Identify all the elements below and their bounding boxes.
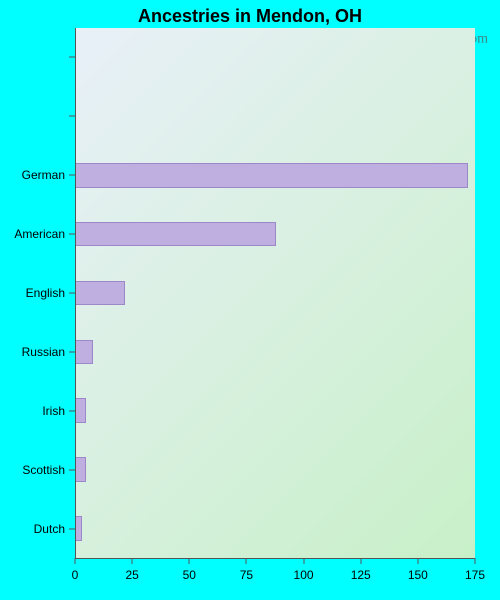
x-tick-mark [132,558,133,564]
x-tick-label: 50 [183,568,196,582]
y-tick-mark [69,293,75,294]
y-tick-label: English [26,286,65,300]
chart-frame: Ancestries in Mendon, OH City-Data.com G… [0,0,500,600]
y-tick-label: German [22,168,65,182]
y-tick-mark [69,234,75,235]
y-axis-line [75,28,76,558]
y-tick-mark [69,528,75,529]
bar [75,516,82,541]
y-tick-label: Scottish [22,463,65,477]
x-tick-mark [417,558,418,564]
bar [75,222,276,247]
x-tick-mark [75,558,76,564]
y-tick-mark [69,469,75,470]
bar [75,281,125,306]
y-tick-mark [69,57,75,58]
plot-area [75,28,475,558]
y-tick-mark [69,116,75,117]
x-tick-mark [360,558,361,564]
y-tick-label: Russian [22,345,65,359]
x-tick-mark [246,558,247,564]
x-tick-label: 25 [125,568,138,582]
x-axis-line [75,558,475,559]
bar [75,340,93,365]
chart-title: Ancestries in Mendon, OH [0,6,500,27]
y-tick-mark [69,351,75,352]
y-tick-mark [69,175,75,176]
y-tick-label: American [14,227,65,241]
x-tick-label: 0 [72,568,79,582]
y-tick-label: Irish [42,404,65,418]
x-tick-mark [189,558,190,564]
x-tick-label: 175 [465,568,485,582]
x-tick-mark [475,558,476,564]
bar [75,398,86,423]
bar [75,457,86,482]
x-tick-label: 125 [351,568,371,582]
x-tick-label: 100 [294,568,314,582]
y-tick-mark [69,410,75,411]
y-tick-label: Dutch [34,522,65,536]
x-tick-label: 150 [408,568,428,582]
x-tick-label: 75 [240,568,253,582]
bar [75,163,468,188]
x-tick-mark [303,558,304,564]
